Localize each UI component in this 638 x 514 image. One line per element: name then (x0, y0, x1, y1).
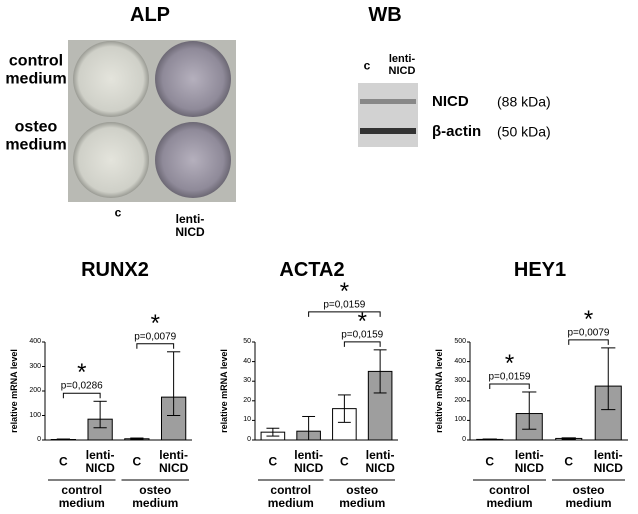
p-value: p=0,0286 (60, 380, 103, 392)
group-label: control medium (58, 482, 105, 510)
y-tick-label: 400 (454, 357, 466, 365)
group-label: control medium (486, 482, 533, 510)
x-tick-label: C (340, 454, 349, 469)
significance-bracket (343, 341, 381, 347)
significance-bracket (62, 392, 101, 399)
band-size: (50 kDa) (497, 123, 551, 140)
panel-title: ALP (130, 4, 170, 26)
column-label: c (363, 58, 371, 73)
x-tick-label: lenti-NICD (365, 447, 395, 475)
p-value: p=0,0159 (488, 371, 531, 383)
alp-well (155, 122, 231, 198)
y-tick-label: 50 (243, 338, 251, 346)
x-tick-label: lenti-NICD (85, 447, 115, 475)
y-axis-label: relative mRNA level (9, 349, 20, 433)
significance-bracket (308, 311, 381, 317)
y-tick-label: 200 (29, 387, 41, 395)
y-axis-label: relative mRNA level (434, 349, 445, 433)
wb-blot (358, 83, 418, 147)
x-tick-label: C (132, 454, 142, 469)
column-label: c (114, 205, 122, 220)
group-label: control medium (267, 482, 314, 510)
x-tick-label: lenti-NICD (514, 447, 544, 475)
y-axis-label: relative mRNA level (219, 349, 230, 433)
y-tick-label: 30 (243, 377, 251, 385)
significance-star: * (77, 359, 87, 387)
row-label: control medium (5, 52, 67, 87)
y-tick-label: 500 (454, 338, 466, 346)
x-tick-label: lenti-NICD (593, 447, 623, 475)
alp-well (73, 41, 149, 117)
significance-star: * (339, 277, 350, 305)
column-label: lenti-NICD (175, 211, 205, 239)
row-label: osteo medium (5, 118, 67, 153)
x-tick-label: lenti-NICD (293, 447, 324, 475)
significance-star: * (150, 309, 160, 337)
p-value: p=0,0159 (323, 299, 366, 311)
x-tick-label: C (268, 454, 278, 469)
significance-bracket (568, 339, 609, 345)
wb-band (360, 128, 416, 134)
y-tick-label: 0 (462, 436, 466, 444)
x-tick-label: C (59, 454, 68, 469)
panel-title: WB (368, 4, 402, 26)
y-tick-label: 0 (37, 436, 41, 444)
group-label: osteo medium (565, 482, 612, 510)
p-value: p=0,0159 (341, 329, 384, 341)
significance-star: * (504, 349, 515, 377)
group-label: osteo medium (132, 482, 179, 510)
y-tick-label: 20 (243, 396, 251, 404)
significance-star: * (357, 307, 367, 335)
significance-bracket (489, 383, 530, 389)
chart-title: RUNX2 (81, 259, 149, 281)
p-value: p=0,0079 (134, 331, 177, 343)
x-tick-label: C (564, 454, 574, 469)
band-size: (88 kDa) (497, 93, 551, 110)
p-value: p=0,0079 (567, 327, 610, 339)
wb-band (360, 99, 416, 104)
alp-well (155, 41, 231, 117)
chart-title: ACTA2 (279, 259, 345, 281)
significance-bracket (136, 343, 175, 349)
x-tick-label: lenti-NICD (158, 447, 189, 475)
significance-star: * (583, 305, 594, 333)
group-label: osteo medium (339, 482, 386, 510)
y-tick-label: 300 (454, 377, 466, 385)
band-name: NICD (432, 92, 469, 110)
y-tick-label: 0 (247, 436, 251, 444)
x-tick-label: C (485, 454, 495, 469)
y-tick-label: 300 (29, 362, 41, 370)
y-tick-label: 200 (454, 396, 466, 404)
y-tick-label: 400 (29, 338, 41, 346)
chart-title: HEY1 (513, 259, 567, 281)
y-tick-label: 40 (243, 357, 251, 365)
alp-well (73, 122, 149, 198)
band-name: β-actin (432, 122, 482, 140)
y-tick-label: 100 (454, 416, 466, 424)
y-tick-label: 100 (29, 411, 41, 419)
column-label: lenti-NICD (388, 52, 416, 77)
y-tick-label: 10 (243, 416, 251, 424)
